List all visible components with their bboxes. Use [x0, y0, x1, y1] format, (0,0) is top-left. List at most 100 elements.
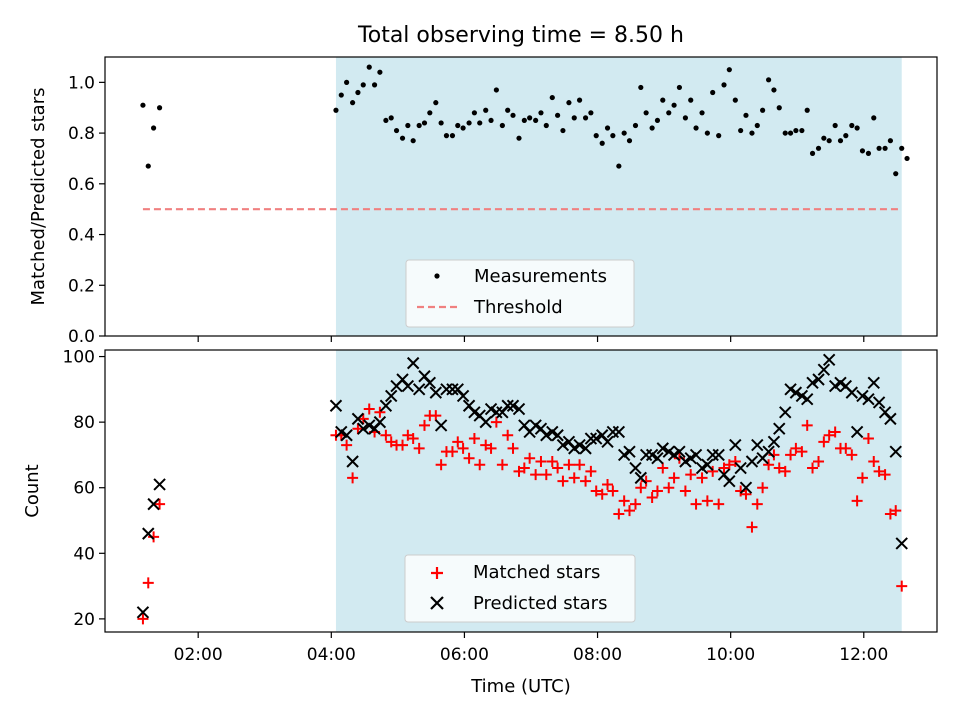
- measurement-point: [433, 100, 439, 106]
- legend-predicted-label: Predicted stars: [473, 593, 607, 614]
- predicted-star-point: [872, 396, 886, 409]
- measurement-point: [527, 115, 533, 121]
- matched-star-point: [879, 469, 891, 481]
- predicted-star-point: [379, 399, 393, 412]
- measurement-point: [826, 138, 832, 144]
- legend-matched-label: Matched stars: [473, 562, 600, 583]
- predicted-star-point: [806, 376, 819, 389]
- measurement-point: [699, 110, 705, 116]
- measurement-point: [904, 155, 910, 162]
- measurement-point: [749, 130, 755, 136]
- matched-star-point: [635, 482, 647, 494]
- measurement-point: [593, 133, 599, 139]
- matched-star-point: [546, 455, 558, 467]
- measurement-point: [899, 145, 905, 151]
- measurement-point: [483, 107, 489, 113]
- measurement-point: [588, 110, 594, 116]
- predicted-star-point: [456, 389, 470, 403]
- predicted-star-point: [889, 445, 902, 458]
- measurement-point: [716, 133, 722, 139]
- measurement-point: [338, 92, 344, 98]
- predicted-star-point: [712, 448, 725, 462]
- matched-star-point: [413, 442, 425, 454]
- matched-star-point: [602, 478, 614, 490]
- legend-matched-marker: [431, 567, 443, 579]
- predicted-star-point: [412, 383, 426, 396]
- matched-star-point: [868, 455, 880, 467]
- measurement-point: [150, 125, 157, 131]
- predicted-star-point: [634, 471, 648, 485]
- matched-star-point: [818, 436, 830, 448]
- matched-star-point: [430, 410, 442, 422]
- predicted-star-point: [729, 438, 742, 452]
- matched-star-point: [380, 429, 392, 441]
- matched-star-point: [552, 462, 564, 474]
- measurement-point: [555, 112, 561, 118]
- matched-star-point: [785, 449, 797, 461]
- matched-star-point: [801, 419, 813, 431]
- matched-star-point: [590, 485, 602, 497]
- x-tick-label: 06:00: [440, 645, 489, 665]
- measurement-point: [576, 97, 583, 103]
- predicted-star-point: [812, 373, 825, 386]
- matched-star-point: [446, 446, 458, 458]
- measurement-point: [543, 122, 549, 129]
- matched-star-point: [873, 465, 885, 477]
- top-panel: 0.0 0.2 0.4 0.6 0.8 1.0 Matched/Predicted sta…: [28, 56, 938, 347]
- matched-star-point: [563, 459, 575, 471]
- matched-star-point: [618, 495, 630, 507]
- measurement-point: [649, 125, 655, 131]
- top-legend: Measurements Threshold: [405, 259, 635, 328]
- measurement-point: [416, 122, 422, 129]
- matched-star-point: [613, 508, 625, 520]
- predicted-star-point: [579, 442, 592, 455]
- matched-star-point: [851, 495, 863, 507]
- matched-star-point: [757, 482, 769, 494]
- predicted-star-point: [789, 386, 803, 399]
- y-tick-label: 20: [73, 610, 95, 630]
- measurement-point: [710, 89, 716, 96]
- chart-title: Total observing time = 8.50 h: [357, 23, 684, 48]
- y-tick-label: 0.6: [68, 175, 95, 195]
- matched-star-point: [502, 429, 514, 441]
- matched-star-point: [485, 442, 497, 454]
- measurement-point: [393, 127, 400, 134]
- matched-star-point: [507, 442, 519, 454]
- measurement-point: [821, 135, 827, 141]
- measurement-point: [360, 82, 366, 88]
- predicted-star-point: [862, 392, 875, 406]
- measurement-point: [666, 110, 672, 116]
- matched-star-point: [813, 455, 825, 467]
- matched-star-point: [790, 442, 802, 454]
- measurement-point: [676, 84, 683, 91]
- matched-star-point: [829, 426, 841, 438]
- matched-star-point: [435, 459, 447, 471]
- predicted-star-point: [429, 386, 443, 399]
- matched-star-point: [568, 472, 580, 484]
- measurement-point: [366, 64, 372, 70]
- predicted-star-point: [479, 415, 492, 429]
- measurement-point: [449, 133, 456, 139]
- measurement-point: [399, 135, 406, 141]
- predicted-star-point: [153, 478, 166, 491]
- measurement-point: [443, 133, 450, 139]
- matched-star-point: [823, 429, 835, 441]
- measurement-point: [832, 122, 838, 129]
- y-tick-label: 1.0: [68, 73, 95, 93]
- measurement-point: [688, 97, 694, 103]
- matched-star-point: [496, 459, 508, 471]
- matched-star-point: [530, 469, 542, 481]
- measurement-point: [849, 122, 855, 129]
- measurement-point: [799, 127, 805, 134]
- matched-star-point: [646, 492, 658, 504]
- measurement-point: [782, 130, 788, 136]
- matched-star-point: [768, 449, 780, 461]
- matched-star-point: [490, 416, 502, 428]
- measurement-point: [438, 120, 444, 126]
- predicted-star-point: [867, 376, 880, 389]
- matched-star-point: [796, 446, 808, 458]
- top-x-ticks: [197, 336, 865, 342]
- predicted-star-point: [689, 448, 703, 462]
- top-y-ticks: 0.0 0.2 0.4 0.6 0.8 1.0: [68, 73, 105, 347]
